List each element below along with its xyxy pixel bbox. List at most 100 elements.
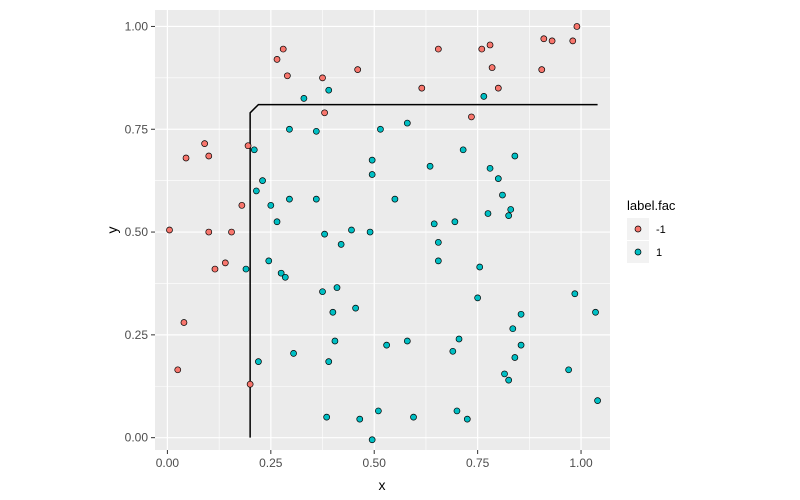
point-neg [228, 228, 235, 236]
point-pos [501, 370, 508, 378]
point-pos [321, 230, 328, 238]
point-pos [511, 354, 519, 361]
minor-gridlines [155, 10, 610, 450]
point-pos [511, 152, 519, 160]
point-pos [368, 156, 376, 164]
point-neg [354, 66, 362, 73]
legend-title: label.fac [627, 198, 676, 213]
y-axis-title: y [104, 227, 120, 234]
point-pos [267, 201, 275, 209]
point-pos [517, 310, 525, 318]
point-pos [453, 407, 461, 415]
point-pos [255, 358, 262, 365]
point-pos [476, 263, 484, 271]
point-neg [321, 109, 328, 117]
point-neg [468, 113, 475, 121]
point-pos [499, 191, 506, 199]
point-pos [337, 241, 345, 248]
y-tick-label: 0.50 [125, 225, 149, 239]
y-axis-ticks: 0.00 0.25 0.50 0.75 1.00 [125, 19, 155, 445]
legend: label.fac -1 1 [627, 198, 676, 263]
point-pos [505, 376, 513, 384]
y-tick-label: 0.75 [125, 122, 149, 136]
point-pos [290, 350, 297, 357]
point-pos [319, 288, 326, 296]
point-pos [329, 308, 337, 316]
point-pos [459, 146, 467, 154]
point-pos [375, 407, 382, 415]
point-neg [569, 37, 577, 45]
x-axis-title: x [379, 477, 386, 493]
point-pos [474, 294, 481, 302]
x-tick-label: 0.00 [156, 456, 180, 470]
point-neg [174, 366, 182, 374]
point-pos [449, 347, 457, 355]
point-pos [486, 164, 494, 172]
point-pos [426, 162, 434, 170]
point-neg [166, 226, 173, 234]
point-neg [319, 74, 326, 82]
legend-label: 1 [656, 247, 662, 259]
point-neg [201, 140, 208, 147]
point-pos [286, 195, 293, 203]
point-neg [273, 55, 281, 63]
point-neg [488, 64, 496, 71]
point-pos [265, 257, 273, 265]
x-tick-label: 0.25 [259, 456, 283, 470]
point-pos [323, 413, 331, 421]
point-pos [356, 415, 364, 423]
point-pos [410, 413, 417, 421]
point-pos [505, 212, 513, 219]
point-neg [478, 45, 486, 53]
point-neg [486, 41, 494, 49]
point-neg [246, 380, 254, 388]
x-tick-label: 0.50 [363, 456, 387, 470]
legend-key-swatch [634, 248, 642, 256]
point-pos [286, 125, 293, 133]
point-pos [434, 257, 442, 265]
point-pos [325, 86, 333, 94]
point-neg [540, 35, 548, 43]
point-neg [434, 45, 442, 53]
point-pos [281, 273, 289, 281]
point-pos [507, 206, 515, 213]
point-neg [494, 84, 502, 92]
y-tick-label: 0.25 [125, 328, 149, 342]
point-pos [571, 290, 579, 298]
point-pos [331, 337, 339, 345]
point-neg [238, 201, 246, 209]
decision-boundary [249, 103, 598, 438]
point-pos [463, 415, 471, 423]
point-pos [594, 397, 601, 405]
point-pos [455, 335, 463, 343]
point-pos [509, 325, 517, 333]
point-pos [403, 119, 411, 127]
x-axis-ticks: 0.00 0.25 0.50 0.75 1.00 [156, 450, 593, 470]
point-pos [300, 95, 308, 102]
point-pos [312, 195, 320, 203]
point-pos [312, 127, 320, 135]
point-pos [484, 210, 492, 217]
point-neg [180, 319, 188, 326]
point-pos [325, 358, 333, 365]
legend-key-swatch [634, 225, 642, 233]
x-tick-label: 0.75 [466, 456, 490, 470]
point-pos [403, 337, 411, 345]
point-pos [273, 218, 281, 226]
point-neg [211, 265, 219, 273]
point-neg [279, 45, 287, 53]
point-neg [548, 37, 556, 45]
point-pos [348, 226, 355, 234]
point-neg [284, 72, 291, 80]
legend-label: -1 [656, 224, 666, 236]
point-pos [565, 366, 572, 374]
point-pos [352, 304, 359, 312]
point-neg [573, 23, 581, 30]
point-pos [368, 436, 376, 444]
point-pos [242, 265, 250, 273]
y-tick-label: 0.00 [125, 431, 149, 445]
point-pos [377, 125, 384, 133]
point-neg [538, 66, 546, 73]
plot-panel [155, 10, 610, 450]
point-pos [592, 308, 599, 316]
